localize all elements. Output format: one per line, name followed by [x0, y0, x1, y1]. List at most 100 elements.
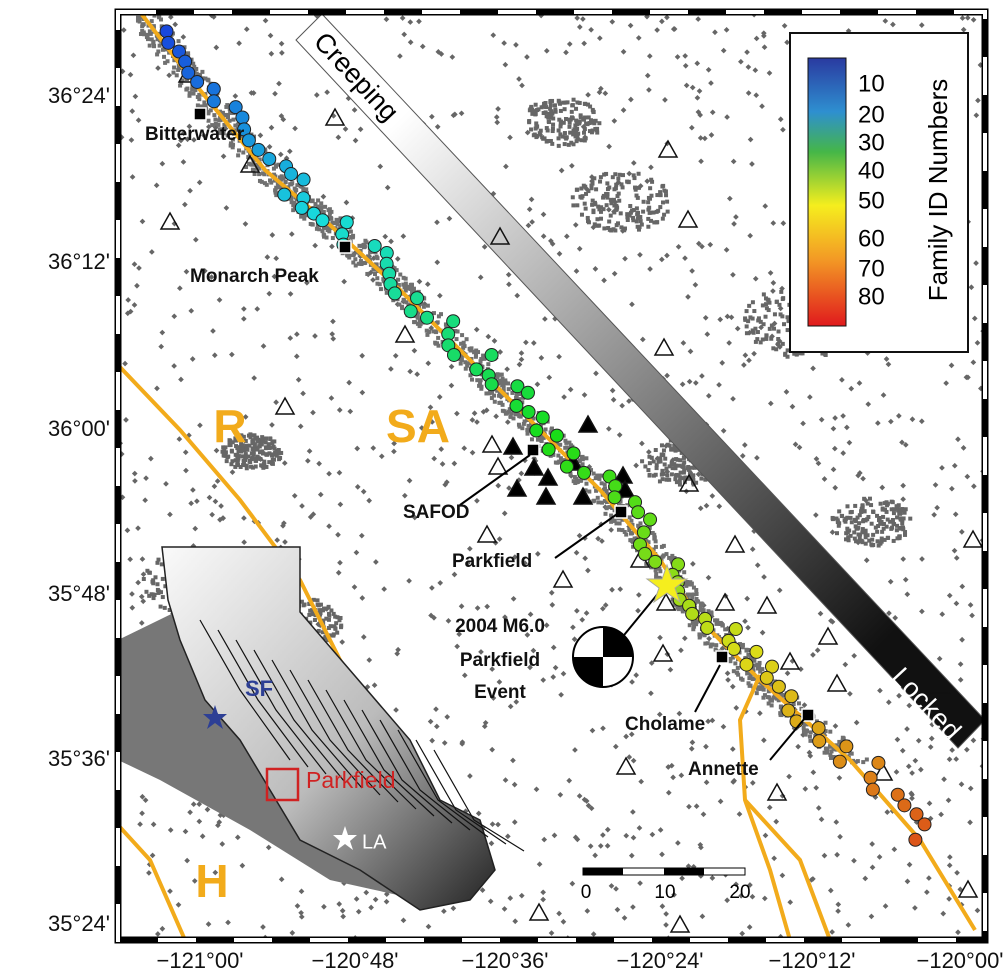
seismicity [618, 211, 623, 216]
seismicity [752, 67, 759, 74]
seismicity [883, 356, 890, 362]
seismicity [260, 435, 265, 440]
seismicity [890, 525, 895, 530]
seismicity [611, 270, 618, 277]
seismicity [832, 415, 838, 421]
seismicity [695, 471, 702, 478]
seismicity [879, 519, 884, 524]
seismicity [571, 203, 576, 208]
seismicity [293, 353, 300, 360]
repeater-family [410, 291, 425, 306]
seismicity [613, 172, 618, 177]
seismicity [291, 492, 298, 499]
seismicity [899, 439, 905, 446]
seismicity [155, 931, 161, 937]
seismicity [337, 618, 342, 623]
seismicity [746, 357, 752, 364]
seismicity [745, 624, 751, 631]
seismicity [863, 557, 870, 564]
seismicity [131, 261, 138, 268]
fault-seismicity [653, 568, 658, 573]
seismicity [189, 356, 196, 362]
seismicity [551, 832, 558, 839]
station-safod [502, 436, 524, 455]
seismicity [196, 818, 203, 825]
seismicity [402, 492, 408, 499]
fault-seismicity [293, 187, 298, 192]
seismicity [587, 843, 594, 849]
seismicity [561, 120, 566, 125]
seismicity [529, 127, 534, 132]
seismicity [180, 34, 187, 40]
fault-seismicity [728, 656, 733, 661]
seismicity [548, 138, 553, 143]
fault-seismicity [829, 756, 834, 761]
seismicity [518, 470, 525, 477]
seismicity [682, 468, 687, 473]
seismicity [566, 777, 573, 784]
fault-seismicity [486, 362, 491, 367]
seismicity [880, 529, 885, 534]
fault-seismicity [413, 320, 418, 325]
seismicity [690, 561, 696, 567]
seismicity [245, 447, 250, 452]
seismicity [906, 861, 913, 868]
seismicity [749, 161, 755, 167]
fault-seismicity [825, 749, 830, 754]
seismicity [971, 315, 978, 322]
seismicity [780, 341, 785, 346]
seismicity [724, 114, 730, 120]
seismicity [301, 603, 306, 608]
seismicity [221, 452, 226, 457]
seismicity [308, 608, 313, 613]
seismicity [628, 731, 635, 738]
seismicity [334, 621, 339, 626]
seismicity [951, 547, 958, 554]
seismicity [524, 54, 530, 60]
fault-seismicity [396, 282, 401, 287]
seismicity [582, 138, 587, 143]
seismicity [644, 72, 651, 79]
seismicity [321, 618, 326, 623]
seismicity [570, 103, 575, 108]
seismicity [611, 118, 618, 124]
seismicity [749, 546, 756, 553]
seismicity [814, 647, 821, 654]
fault-seismicity [323, 204, 328, 209]
seismicity [585, 102, 590, 107]
fault-seismicity [327, 226, 332, 231]
seismicity [540, 233, 547, 240]
seismicity [235, 462, 240, 467]
seismicity [772, 312, 777, 317]
seismicity [892, 615, 899, 621]
fault-seismicity [543, 427, 548, 432]
fault-seismicity [135, 15, 140, 20]
fault-seismicity [275, 191, 280, 196]
fault-seismicity [230, 145, 235, 150]
fault-seismicity [401, 298, 406, 303]
seismicity [553, 109, 558, 114]
seismicity [595, 535, 601, 542]
fault-seismicity [216, 122, 221, 127]
fault-seismicity [479, 386, 484, 391]
seismicity [810, 652, 816, 658]
seismicity [660, 468, 665, 473]
fault-seismicity [176, 39, 181, 44]
fault-seismicity [754, 691, 759, 696]
seismicity [633, 185, 638, 190]
seismicity [908, 790, 915, 797]
seismicity [123, 417, 129, 423]
scale-bar-seg [583, 868, 623, 875]
repeater-family [159, 24, 174, 39]
seismicity [286, 148, 293, 155]
repeater-family [728, 621, 743, 636]
site-marker [614, 505, 628, 519]
seismicity [597, 121, 602, 126]
seismicity [688, 745, 695, 752]
fault-seismicity [654, 572, 659, 577]
seismicity [617, 198, 622, 203]
seismicity [579, 138, 584, 143]
seismicity [196, 801, 203, 807]
seismicity [313, 92, 320, 98]
seismicity [649, 831, 656, 838]
